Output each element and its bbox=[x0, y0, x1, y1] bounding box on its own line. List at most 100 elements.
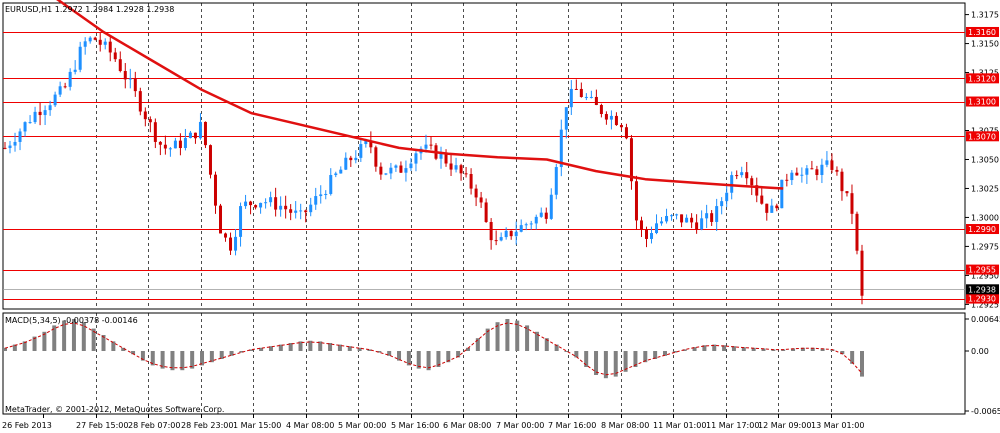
candle-body bbox=[459, 165, 463, 174]
candle-body bbox=[850, 193, 854, 214]
price-level-tag[interactable] bbox=[966, 224, 999, 235]
candle-body bbox=[384, 173, 388, 175]
candle-body bbox=[589, 96, 593, 98]
macd-axis-label: 0.00645 bbox=[971, 315, 1000, 324]
candle-body bbox=[725, 192, 729, 202]
macd-bar bbox=[771, 349, 776, 351]
candle-body bbox=[284, 205, 288, 210]
price-axis-label: 1.2975 bbox=[971, 242, 999, 251]
candle-body bbox=[319, 194, 323, 197]
time-axis-label: 11 Mar 01:00 bbox=[653, 421, 706, 430]
macd-bar bbox=[111, 341, 116, 351]
time-axis-label: 1 Mar 15:00 bbox=[233, 421, 281, 430]
candle-body bbox=[183, 138, 187, 149]
macd-bar bbox=[860, 351, 864, 377]
time-axis-label: 28 Feb 23:00 bbox=[181, 421, 233, 430]
macd-bar bbox=[534, 331, 539, 351]
moving-average bbox=[56, 0, 784, 190]
candle-body bbox=[795, 172, 799, 176]
time-axis-label: 5 Mar 16:00 bbox=[391, 421, 439, 430]
candle-body bbox=[705, 213, 709, 219]
candle-body bbox=[344, 157, 348, 170]
price-axis-label: 1.3075 bbox=[971, 127, 999, 136]
macd-bar bbox=[426, 351, 431, 371]
macd-bar bbox=[525, 325, 530, 351]
candle-body bbox=[574, 88, 578, 90]
candle-body bbox=[138, 91, 142, 112]
candle-body bbox=[279, 205, 283, 210]
candle-body bbox=[449, 163, 453, 170]
candle-body bbox=[700, 218, 704, 230]
macd-bar bbox=[298, 341, 303, 351]
price-level-tag-label: 1.3070 bbox=[968, 132, 996, 141]
candle-body bbox=[404, 168, 408, 173]
macd-bar bbox=[574, 351, 579, 358]
candle-body bbox=[840, 171, 844, 192]
macd-bar bbox=[505, 319, 510, 351]
candle-body bbox=[259, 202, 263, 208]
candle-body bbox=[670, 215, 674, 217]
candle-body bbox=[790, 172, 794, 181]
price-level-tag[interactable] bbox=[966, 293, 999, 304]
macd-bar bbox=[12, 344, 17, 351]
candle-body bbox=[489, 221, 493, 241]
candle-body bbox=[208, 145, 212, 175]
macd-signal-line bbox=[4, 322, 863, 376]
candle-body bbox=[68, 71, 72, 87]
price-level-tag[interactable] bbox=[966, 96, 999, 107]
macd-bar bbox=[52, 325, 57, 351]
candle-body bbox=[584, 96, 588, 98]
macd-bar bbox=[219, 351, 224, 359]
candle-body bbox=[193, 132, 197, 139]
price-axis[interactable]: 1.3175 1.3150 1.3125 1.3075 1.3050 1.3025 1.30… bbox=[965, 11, 999, 310]
macd-bar bbox=[712, 344, 717, 351]
macd-bar bbox=[495, 322, 500, 351]
price-level-tag[interactable] bbox=[966, 73, 999, 84]
candle-body bbox=[203, 121, 207, 146]
candle-body bbox=[93, 37, 97, 40]
macd-bar bbox=[751, 347, 756, 351]
macd-bar bbox=[456, 351, 461, 358]
time-axis-label: 28 Feb 07:00 bbox=[128, 421, 180, 430]
price-level-tag[interactable] bbox=[966, 26, 999, 37]
time-axis-label: 5 Mar 00:00 bbox=[338, 421, 386, 430]
macd-bar bbox=[131, 351, 136, 355]
candle-body bbox=[604, 114, 608, 120]
price-level-tag[interactable] bbox=[966, 264, 999, 275]
main-panel-frame bbox=[2, 2, 966, 310]
candle-body bbox=[464, 173, 468, 175]
macd-bar bbox=[731, 346, 736, 351]
candle-body bbox=[710, 213, 714, 222]
price-level-tag[interactable] bbox=[966, 131, 999, 142]
candle-body bbox=[128, 78, 132, 80]
macd-bar bbox=[820, 348, 825, 351]
candle-body bbox=[554, 167, 558, 195]
time-axis[interactable]: 26 Feb 2013 27 Feb 15:00 28 Feb 07:00 28 Fe… bbox=[2, 414, 864, 430]
candle-body bbox=[23, 122, 27, 132]
candle-body bbox=[113, 52, 117, 60]
candle-body bbox=[484, 202, 488, 222]
macd-bar bbox=[564, 351, 569, 352]
current-price-label: 1.2938 bbox=[968, 285, 996, 294]
macd-bar bbox=[603, 351, 608, 379]
candle-body bbox=[299, 210, 303, 212]
candle-body bbox=[309, 204, 313, 213]
candle-body bbox=[48, 105, 52, 111]
macd-bar bbox=[209, 351, 214, 363]
candle-body bbox=[148, 119, 152, 123]
candle-body bbox=[569, 88, 573, 108]
candle-body bbox=[399, 165, 403, 173]
candle-body bbox=[13, 141, 17, 146]
candle-body bbox=[264, 202, 268, 204]
candle-body bbox=[198, 121, 202, 139]
macd-bar bbox=[465, 347, 470, 351]
candle-body bbox=[88, 37, 92, 42]
macd-bar bbox=[22, 341, 27, 351]
candle-body bbox=[644, 229, 648, 239]
candle-body bbox=[830, 160, 834, 170]
price-levels[interactable] bbox=[3, 32, 965, 300]
macd-label: MACD(5,34,5) -0.00378 -0.00146 bbox=[5, 316, 138, 325]
candle-body bbox=[454, 165, 458, 170]
